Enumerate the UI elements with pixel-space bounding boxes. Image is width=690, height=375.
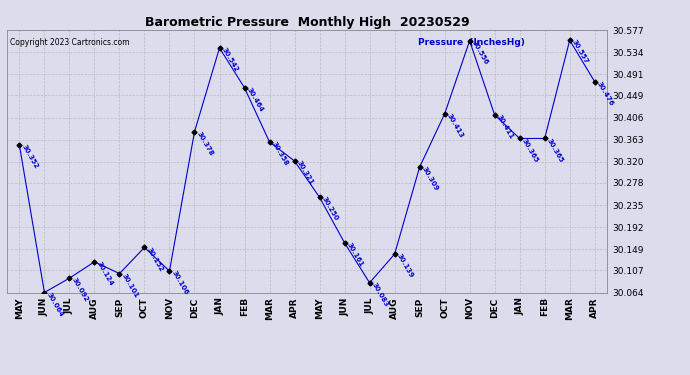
- Text: 30.365: 30.365: [521, 137, 540, 164]
- Text: Pressure  (InchesHg): Pressure (InchesHg): [418, 38, 525, 47]
- Text: 30.358: 30.358: [271, 141, 290, 167]
- Text: 30.365: 30.365: [546, 137, 564, 164]
- Title: Barometric Pressure  Monthly High  20230529: Barometric Pressure Monthly High 2023052…: [145, 16, 469, 29]
- Text: 30.083: 30.083: [371, 281, 390, 308]
- Text: 30.476: 30.476: [596, 80, 615, 107]
- Text: 30.352: 30.352: [21, 144, 39, 170]
- Text: Copyright 2023 Cartronics.com: Copyright 2023 Cartronics.com: [10, 38, 130, 47]
- Text: 30.064: 30.064: [46, 291, 65, 318]
- Text: 30.250: 30.250: [321, 196, 339, 222]
- Text: 30.152: 30.152: [146, 246, 164, 272]
- Text: 30.556: 30.556: [471, 39, 490, 66]
- Text: 30.464: 30.464: [246, 86, 265, 113]
- Text: 30.542: 30.542: [221, 46, 239, 73]
- Text: 30.321: 30.321: [296, 160, 315, 186]
- Text: 30.139: 30.139: [396, 253, 415, 279]
- Text: 30.124: 30.124: [96, 260, 115, 287]
- Text: 30.413: 30.413: [446, 112, 465, 139]
- Text: 30.101: 30.101: [121, 272, 139, 298]
- Text: 30.378: 30.378: [196, 130, 215, 157]
- Text: 30.309: 30.309: [421, 166, 440, 192]
- Text: 30.161: 30.161: [346, 242, 364, 268]
- Text: 30.092: 30.092: [71, 277, 90, 303]
- Text: 30.557: 30.557: [571, 39, 590, 65]
- Text: 30.106: 30.106: [171, 270, 190, 296]
- Text: 30.411: 30.411: [496, 114, 515, 140]
